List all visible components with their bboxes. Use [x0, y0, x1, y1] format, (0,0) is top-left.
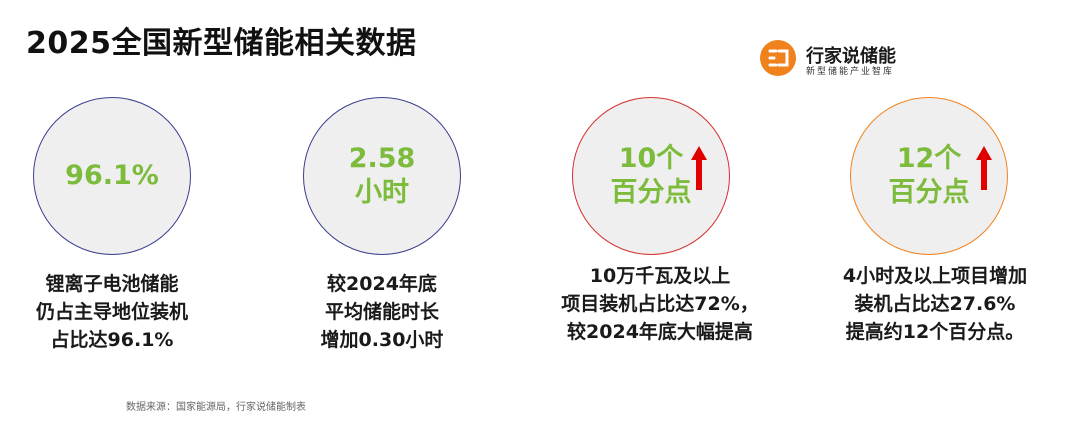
stat-desc-line: 装机占比达27.6%	[854, 293, 1016, 315]
stat-value-line: 百分点	[610, 177, 692, 208]
page-title: 2025全国新型储能相关数据	[26, 26, 417, 61]
brand-name: 行家说储能	[806, 46, 896, 67]
stat-value-line: 10个	[618, 143, 684, 174]
stat-value-line: 2.58	[348, 143, 416, 174]
stat-description-3: 10万千瓦及以上 项目装机占比达72%， 较2024年底大幅提高	[530, 262, 790, 346]
stat-value-line: 96.1%	[65, 160, 159, 191]
stat-desc-line: 较2024年底	[327, 273, 437, 295]
stat-value-line: 12个	[896, 143, 962, 174]
stat-value-4: 12个 百分点	[889, 142, 970, 210]
data-source-note: 数据来源：国家能源局，行家说储能制表	[126, 402, 306, 413]
brand-logo-icon	[760, 40, 796, 76]
stat-circle-4: 12个 百分点	[850, 97, 1008, 255]
stat-description-1: 锂离子电池储能 仍占主导地位装机 占比达96.1%	[12, 270, 212, 354]
stat-desc-line: 平均储能时长	[324, 301, 439, 323]
stat-desc-line: 增加0.30小时	[320, 329, 444, 351]
stat-circle-1: 96.1%	[33, 97, 191, 255]
stat-circle-2: 2.58 小时	[303, 97, 461, 255]
stat-desc-line: 10万千瓦及以上	[589, 265, 731, 287]
brand-block: 行家说储能 新型储能产业智库	[760, 40, 960, 80]
up-arrow-icon	[691, 146, 707, 190]
brand-subtitle: 新型储能产业智库	[806, 67, 895, 77]
stat-value-3: 10个 百分点	[611, 142, 692, 210]
stat-description-2: 较2024年底 平均储能时长 增加0.30小时	[282, 270, 482, 354]
up-arrow-icon	[976, 146, 992, 190]
stat-desc-line: 项目装机占比达72%，	[561, 293, 759, 315]
stat-value-line: 小时	[355, 177, 409, 208]
stat-value-2: 2.58 小时	[349, 142, 416, 210]
stat-circle-3: 10个 百分点	[572, 97, 730, 255]
stat-value-line: 百分点	[888, 177, 970, 208]
stat-desc-line: 提高约12个百分点。	[845, 321, 1025, 343]
stat-desc-line: 较2024年底大幅提高	[567, 321, 753, 343]
stat-desc-line: 占比达96.1%	[50, 329, 174, 351]
stat-desc-line: 锂离子电池储能	[45, 273, 179, 295]
stat-description-4: 4小时及以上项目增加 装机占比达27.6% 提高约12个百分点。	[810, 262, 1060, 346]
stat-desc-line: 仍占主导地位装机	[35, 301, 188, 323]
stat-value-1: 96.1%	[65, 159, 159, 193]
stat-desc-line: 4小时及以上项目增加	[842, 265, 1028, 287]
